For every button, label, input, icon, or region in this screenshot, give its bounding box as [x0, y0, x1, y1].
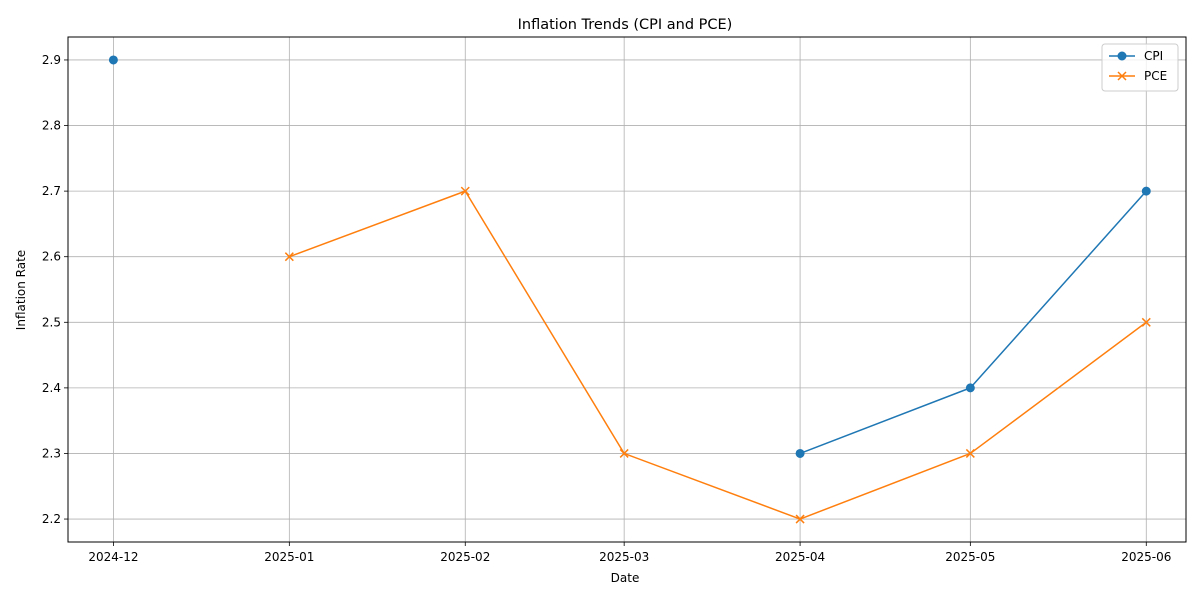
x-tick-label: 2025-04 [775, 550, 825, 564]
plot-area-frame [67, 36, 1187, 543]
y-tick-label: 2.7 [42, 184, 61, 198]
cpi-point [965, 383, 975, 393]
pce-point [460, 186, 470, 196]
y-tick-label: 2.8 [42, 119, 61, 133]
y-tick-label: 2.6 [42, 250, 61, 264]
pce-point [1141, 317, 1151, 327]
legend-label-pce: PCE [1144, 69, 1167, 83]
x-tick-label: 2025-05 [945, 550, 995, 564]
x-tick-label: 2025-01 [264, 550, 314, 564]
pce-point [795, 514, 805, 524]
x-axis-ticks: 2024-12 2025-01 2025-02 2025-03 2025-04 2025-… [88, 542, 1171, 564]
legend: CPI PCE [1101, 43, 1179, 92]
x-tick-label: 2024-12 [88, 550, 138, 564]
y-tick-label: 2.5 [42, 315, 61, 329]
pce-series [284, 186, 1151, 524]
legend-label-cpi: CPI [1144, 49, 1163, 63]
series-layer [108, 55, 1151, 524]
cpi-point [1117, 51, 1127, 61]
y-axis-label: Inflation Rate [14, 250, 28, 330]
x-tick-label: 2025-06 [1121, 550, 1171, 564]
y-tick-label: 2.9 [42, 53, 61, 67]
chart-title: Inflation Trends (CPI and PCE) [518, 17, 733, 33]
x-tick-label: 2025-03 [599, 550, 649, 564]
y-tick-label: 2.3 [42, 446, 61, 460]
pce-point [965, 448, 975, 458]
legend-box [1101, 43, 1179, 92]
cpi-point [795, 448, 805, 458]
y-tick-label: 2.4 [42, 381, 61, 395]
cpi-point [1141, 186, 1151, 196]
cpi-point [108, 55, 118, 65]
y-axis-ticks: 2.2 2.3 2.4 2.5 2.6 2.7 2.8 2.9 [42, 53, 68, 526]
cpi-series [108, 55, 1151, 458]
pce-line [289, 190, 1147, 520]
y-tick-label: 2.2 [42, 512, 61, 526]
pce-point [1117, 71, 1127, 81]
x-tick-label: 2025-02 [440, 550, 490, 564]
grid-lines [68, 37, 1186, 542]
pce-point [619, 448, 629, 458]
x-axis-label: Date [611, 571, 640, 585]
pce-point [284, 252, 294, 262]
